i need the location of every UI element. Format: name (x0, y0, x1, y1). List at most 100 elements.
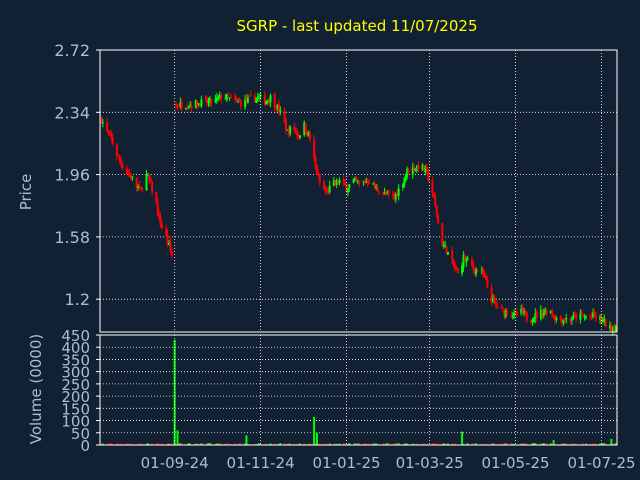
volume-spike-bar (315, 432, 318, 445)
candle-body (561, 319, 564, 323)
volume-panel: Volume (0000) 45040035030025020015010050… (27, 327, 618, 455)
volume-bar (145, 443, 148, 445)
candle-body (168, 243, 171, 245)
candle-body (218, 94, 221, 98)
candle-body (545, 309, 548, 315)
volume-bar (387, 443, 390, 445)
candle-body (277, 104, 280, 113)
candle-body (486, 279, 489, 288)
volume-bar (289, 443, 292, 445)
volume-bar (325, 443, 328, 445)
candle-body (169, 242, 172, 251)
candle-body (535, 312, 538, 318)
candle-body (307, 132, 310, 137)
candle-body (366, 179, 369, 183)
candle-body (525, 312, 528, 321)
candle-body (444, 245, 447, 247)
candle-body (269, 95, 272, 103)
candle-body (451, 250, 454, 260)
candle-body (175, 103, 178, 106)
volume-bar (314, 443, 317, 445)
volume-bar (366, 443, 369, 445)
volume-bar (125, 443, 128, 445)
volume-bar (121, 443, 124, 445)
volume-bar (413, 443, 416, 445)
candle-body (504, 310, 507, 318)
candle-body (554, 315, 557, 321)
volume-spike-bar (552, 440, 555, 445)
candle-body (393, 195, 396, 198)
candle-body (387, 190, 390, 194)
volume-bar (151, 443, 154, 445)
candle-body (335, 179, 338, 185)
chart-title: SGRP - last updated 11/07/2025 (237, 17, 478, 35)
date-tick-label: 01-07-25 (567, 454, 635, 472)
volume-tick-label: 250 (61, 376, 90, 394)
candle-body (376, 186, 379, 192)
candle-body (594, 315, 597, 319)
candle-body (552, 316, 555, 318)
volume-bar (394, 443, 397, 445)
candle-body (273, 93, 276, 108)
candle-body (115, 144, 118, 157)
candle-body (166, 234, 169, 244)
candle-body (180, 101, 183, 109)
candle-body (239, 100, 242, 107)
price-y-ticks: 2.72 2.34 1.96 1.58 1.2 (54, 41, 100, 309)
volume-bar (348, 443, 351, 445)
candle-body (423, 165, 426, 172)
volume-bar (334, 443, 337, 445)
date-tick-label: 01-09-24 (141, 454, 209, 472)
candle-body (149, 179, 152, 182)
candle-body (406, 168, 409, 177)
candle-body (235, 99, 238, 101)
candle-body (106, 121, 109, 131)
candle-body (496, 305, 499, 309)
volume-bar (115, 443, 118, 445)
candle-body (176, 105, 179, 107)
candle-body (263, 94, 266, 105)
candle-body (579, 313, 582, 320)
volume-tick-label: 0 (80, 437, 90, 455)
price-panel: Price 2.72 2.34 1.96 1.58 1.2 (17, 41, 618, 336)
candle-body (592, 312, 595, 317)
candle-body (158, 214, 161, 218)
volume-bar (277, 443, 280, 445)
volume-bars (100, 339, 617, 445)
volume-bar (218, 443, 221, 445)
volume-bar (322, 443, 325, 445)
volume-bar (100, 443, 103, 445)
candle-body (334, 180, 337, 184)
volume-bar (128, 443, 131, 445)
volume-bar (110, 443, 113, 445)
candle-body (155, 191, 158, 204)
candle-body (245, 98, 248, 102)
candle-body (431, 179, 434, 194)
volume-bar (342, 443, 345, 445)
volume-bar (279, 443, 282, 445)
candle-body (238, 101, 241, 103)
volume-bar (500, 443, 503, 445)
volume-bar (534, 443, 537, 445)
volume-tick-label: 200 (61, 388, 90, 406)
volume-bar (444, 443, 447, 445)
candle-body (210, 99, 213, 104)
volume-bar (396, 443, 399, 445)
candle-body (403, 178, 406, 187)
candle-body (287, 129, 290, 135)
candle-body (377, 192, 380, 195)
volume-bar (539, 443, 542, 445)
price-axis-label: Price (17, 174, 35, 211)
volume-bar (296, 443, 299, 445)
volume-bar (503, 443, 506, 445)
candle-body (384, 192, 387, 195)
candle-body (580, 311, 583, 315)
candle-body (599, 316, 602, 320)
candle-body (524, 312, 527, 314)
candle-body (434, 196, 437, 206)
volume-bar (220, 443, 223, 445)
candle-body (206, 98, 209, 104)
candle-body (268, 102, 271, 104)
date-tick-label: 01-05-25 (482, 454, 550, 472)
volume-bar (318, 443, 321, 445)
